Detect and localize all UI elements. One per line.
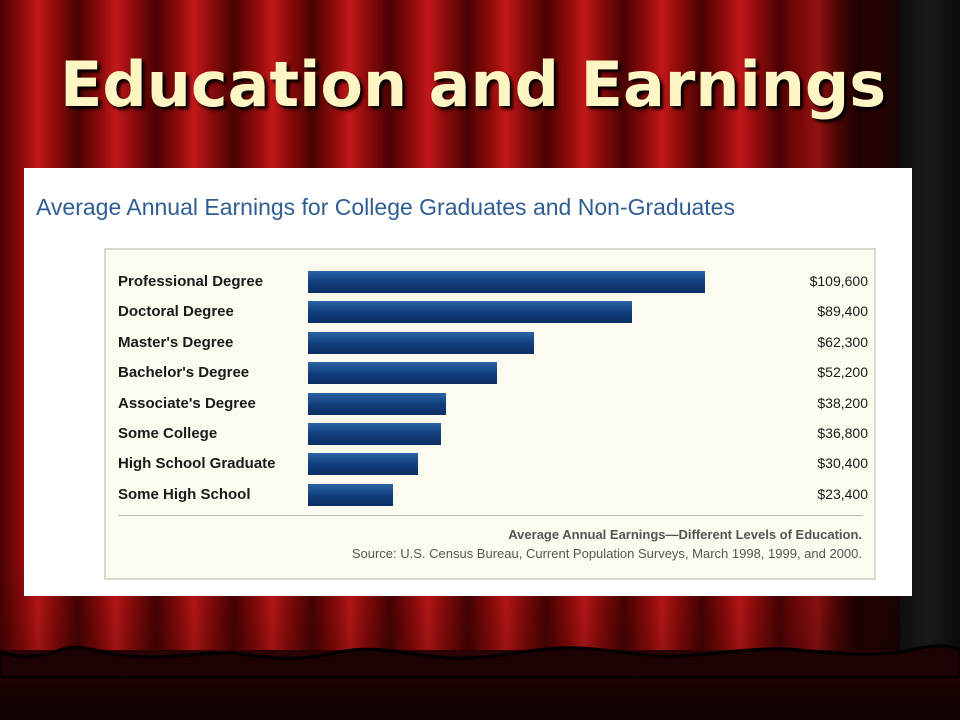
category-label: Professional Degree [118, 273, 264, 290]
chart-panel: Average Annual Earnings for College Grad… [24, 168, 912, 596]
category-label: Bachelor's Degree [118, 364, 250, 382]
value-label: $30,400 [817, 455, 868, 472]
value-label: $23,400 [817, 485, 868, 502]
bar [308, 362, 497, 385]
chart-divider [118, 515, 863, 516]
value-label: $36,800 [817, 425, 868, 441]
category-label: Master's Degree [118, 333, 234, 351]
chart-source: Source: U.S. Census Bureau, Current Popu… [351, 546, 862, 561]
value-label: $38,200 [817, 394, 868, 411]
category-label: Associate's Degree [118, 394, 256, 412]
slide-title: Education and Earnings [60, 48, 887, 121]
bar [308, 453, 419, 476]
bar [308, 301, 632, 324]
bar [308, 392, 447, 415]
value-label: $52,200 [817, 364, 868, 381]
bar [308, 423, 442, 445]
bar [308, 331, 534, 354]
chart-caption: Average Annual Earnings—Different Levels… [508, 527, 862, 542]
chart-title: Average Annual Earnings for College Grad… [36, 194, 735, 220]
category-label: Some High School [118, 485, 251, 503]
value-label: $89,400 [817, 303, 868, 320]
bar-chart: Average Annual Earnings—Different Levels… [104, 248, 876, 580]
category-label: High School Graduate [118, 455, 276, 473]
value-label: $62,300 [817, 333, 868, 350]
bar [308, 483, 393, 506]
curtain-hem [0, 644, 960, 678]
bar [308, 271, 705, 293]
category-label: Doctoral Degree [118, 303, 234, 321]
value-label: $109,600 [809, 273, 868, 289]
category-label: Some College [118, 425, 218, 442]
